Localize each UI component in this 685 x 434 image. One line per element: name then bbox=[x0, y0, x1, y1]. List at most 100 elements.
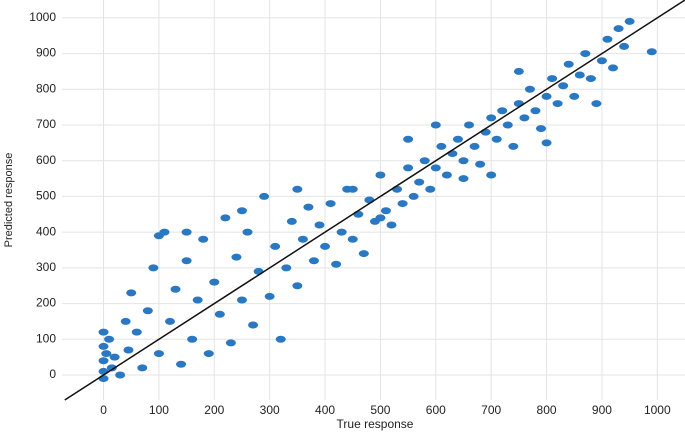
point bbox=[264, 292, 275, 300]
point bbox=[325, 200, 336, 208]
point bbox=[242, 228, 253, 236]
point bbox=[547, 75, 558, 83]
point bbox=[541, 139, 552, 147]
point bbox=[225, 339, 236, 347]
point bbox=[619, 42, 630, 50]
x-tick-label: 700 bbox=[481, 403, 501, 417]
y-tick-label: 400 bbox=[36, 224, 56, 238]
point bbox=[397, 200, 408, 208]
y-tick-label: 800 bbox=[36, 81, 56, 95]
point bbox=[486, 114, 497, 122]
point bbox=[104, 335, 115, 343]
point bbox=[536, 125, 547, 133]
x-tick-label: 0 bbox=[100, 403, 107, 417]
point bbox=[425, 185, 436, 193]
point bbox=[303, 203, 314, 211]
point bbox=[115, 371, 126, 379]
point bbox=[580, 50, 591, 58]
point bbox=[231, 253, 242, 261]
point bbox=[436, 142, 447, 150]
point bbox=[441, 171, 452, 179]
point bbox=[497, 107, 508, 115]
point bbox=[98, 357, 109, 365]
point bbox=[602, 35, 613, 43]
y-tick-label: 1000 bbox=[29, 10, 56, 24]
point bbox=[430, 164, 441, 172]
x-tick-label: 800 bbox=[537, 403, 557, 417]
point bbox=[386, 221, 397, 229]
point bbox=[270, 242, 281, 250]
x-tick-label: 400 bbox=[315, 403, 335, 417]
point bbox=[248, 321, 259, 329]
point bbox=[170, 285, 181, 293]
x-tick-label: 200 bbox=[204, 403, 224, 417]
point bbox=[469, 142, 480, 150]
x-tick-label: 500 bbox=[370, 403, 390, 417]
point bbox=[98, 375, 109, 383]
y-tick-label: 300 bbox=[36, 260, 56, 274]
point bbox=[214, 310, 225, 318]
point bbox=[187, 335, 198, 343]
point bbox=[480, 128, 491, 136]
point bbox=[569, 92, 580, 100]
point bbox=[403, 135, 414, 143]
point bbox=[364, 196, 375, 204]
point bbox=[430, 121, 441, 129]
point bbox=[275, 335, 286, 343]
y-tick-label: 500 bbox=[36, 189, 56, 203]
point bbox=[131, 328, 142, 336]
point bbox=[236, 296, 247, 304]
point bbox=[414, 178, 425, 186]
point bbox=[109, 353, 120, 361]
point bbox=[513, 100, 524, 108]
point bbox=[209, 278, 220, 286]
point bbox=[292, 282, 303, 290]
x-tick-label: 1000 bbox=[644, 403, 671, 417]
identity-line bbox=[64, 0, 685, 401]
point bbox=[297, 235, 308, 243]
point bbox=[281, 264, 292, 272]
point bbox=[646, 48, 657, 56]
point bbox=[137, 364, 148, 372]
point bbox=[292, 185, 303, 193]
point bbox=[320, 242, 331, 250]
point bbox=[192, 296, 203, 304]
y-axis-label: Predicted response bbox=[3, 153, 15, 248]
point bbox=[120, 317, 131, 325]
point bbox=[198, 235, 209, 243]
point bbox=[624, 17, 635, 25]
point bbox=[358, 250, 369, 258]
point bbox=[447, 150, 458, 158]
point bbox=[331, 260, 342, 268]
point bbox=[375, 171, 386, 179]
point bbox=[563, 60, 574, 68]
point bbox=[591, 100, 602, 108]
point bbox=[314, 221, 325, 229]
point bbox=[126, 289, 137, 297]
point bbox=[392, 185, 403, 193]
point bbox=[419, 157, 430, 165]
x-tick-label: 300 bbox=[260, 403, 280, 417]
point bbox=[176, 360, 187, 368]
point bbox=[220, 214, 231, 222]
point bbox=[596, 57, 607, 65]
point bbox=[458, 157, 469, 165]
point bbox=[123, 346, 134, 354]
point bbox=[148, 264, 159, 272]
point bbox=[153, 232, 164, 240]
point bbox=[519, 114, 530, 122]
y-tick-label: 900 bbox=[36, 46, 56, 60]
point bbox=[308, 257, 319, 265]
point bbox=[486, 171, 497, 179]
point bbox=[106, 364, 117, 372]
point bbox=[403, 164, 414, 172]
point bbox=[508, 142, 519, 150]
point bbox=[475, 160, 486, 168]
y-tick-label: 200 bbox=[36, 296, 56, 310]
point bbox=[558, 82, 569, 90]
point bbox=[574, 71, 585, 79]
point bbox=[286, 217, 297, 225]
point bbox=[347, 235, 358, 243]
point bbox=[347, 185, 358, 193]
